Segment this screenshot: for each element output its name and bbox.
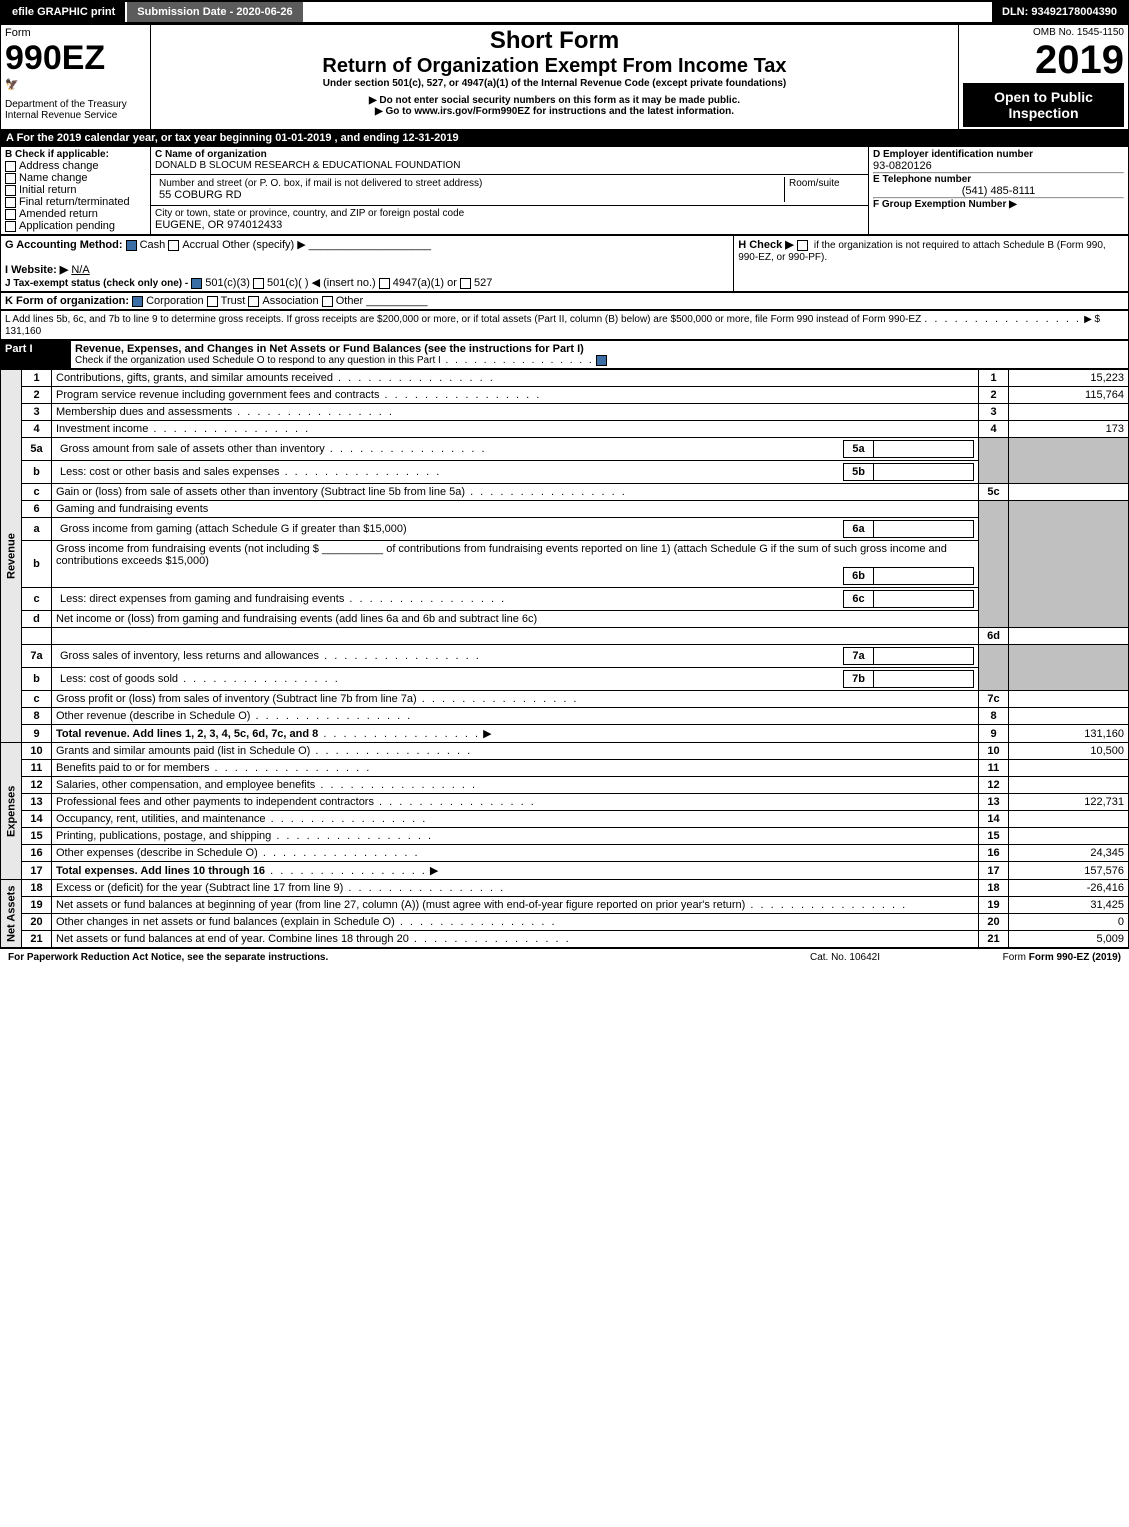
line-18-amt: -26,416: [1009, 880, 1129, 897]
ghij-block: G Accounting Method: Cash Accrual Other …: [0, 235, 1129, 292]
chk-h[interactable]: [797, 239, 811, 251]
chk-application-pending[interactable]: Application pending: [5, 220, 146, 232]
side-expenses: Expenses: [1, 743, 22, 880]
title-short-form: Short Form: [155, 27, 954, 55]
dept-treasury: Department of the Treasury: [5, 99, 146, 110]
part-i-label: Part I: [1, 341, 71, 369]
chk-accrual[interactable]: Accrual: [168, 239, 219, 251]
line-3-amt: [1009, 404, 1129, 421]
line-13-amt: 122,731: [1009, 794, 1129, 811]
submission-date: Submission Date - 2020-06-26: [127, 2, 302, 22]
g-label: G Accounting Method:: [5, 239, 123, 251]
city-state-zip: EUGENE, OR 974012433: [155, 219, 864, 231]
line-17-amt: 157,576: [1009, 862, 1129, 880]
omb-no: OMB No. 1545-1150: [963, 27, 1124, 38]
b-label: B Check if applicable:: [5, 149, 146, 160]
side-revenue: Revenue: [1, 370, 22, 743]
line-19-amt: 31,425: [1009, 897, 1129, 914]
l-row: L Add lines 5b, 6c, and 7b to line 9 to …: [1, 311, 1129, 340]
org-name: DONALD B SLOCUM RESEARCH & EDUCATIONAL F…: [155, 160, 864, 171]
ssn-warning: ▶ Do not enter social security numbers o…: [155, 95, 954, 106]
irs-label: Internal Revenue Service: [5, 110, 146, 121]
ein-value: 93-0820126: [873, 160, 1124, 172]
part-i-title: Revenue, Expenses, and Changes in Net As…: [75, 343, 1124, 355]
line-6d-amt: [1009, 628, 1129, 645]
phone-value: (541) 485-8111: [873, 185, 1124, 197]
h-label: H Check ▶: [738, 239, 794, 251]
line-1-amt: 15,223: [1009, 370, 1129, 387]
form-label: Form: [5, 27, 146, 39]
k-label: K Form of organization:: [5, 295, 129, 307]
open-to-public: Open to Public Inspection: [963, 83, 1124, 127]
side-netassets: Net Assets: [1, 880, 22, 948]
page-footer: For Paperwork Reduction Act Notice, see …: [0, 948, 1129, 966]
line-11-amt: [1009, 760, 1129, 777]
street-address: 55 COBURG RD: [159, 189, 780, 201]
line-16-amt: 24,345: [1009, 845, 1129, 862]
line-12-amt: [1009, 777, 1129, 794]
chk-name-change[interactable]: Name change: [5, 172, 146, 184]
website-value: N/A: [71, 264, 89, 276]
line-9-amt: 131,160: [1009, 725, 1129, 743]
chk-527[interactable]: 527: [460, 277, 492, 289]
form-footer: Form Form 990-EZ (2019): [945, 951, 1125, 964]
line-7c-amt: [1009, 691, 1129, 708]
j-label: J Tax-exempt status (check only one) -: [5, 278, 188, 289]
c-name-label: C Name of organization: [155, 149, 864, 160]
chk-501c3[interactable]: 501(c)(3): [191, 277, 250, 289]
dln: DLN: 93492178004390: [992, 2, 1127, 22]
chk-address-change[interactable]: Address change: [5, 160, 146, 172]
lines-table: Revenue 1Contributions, gifts, grants, a…: [0, 369, 1129, 948]
e-phone-label: E Telephone number: [873, 174, 1124, 185]
top-bar: efile GRAPHIC print Submission Date - 20…: [0, 0, 1129, 24]
part-i-checkline: Check if the organization used Schedule …: [75, 355, 1124, 366]
topbar-spacer: [303, 2, 992, 22]
chk-other-org[interactable]: Other: [322, 295, 364, 307]
addr-label: Number and street (or P. O. box, if mail…: [159, 178, 780, 189]
chk-schedule-o[interactable]: [596, 355, 607, 366]
title-return: Return of Organization Exempt From Incom…: [155, 55, 954, 78]
chk-final-return[interactable]: Final return/terminated: [5, 196, 146, 208]
chk-corporation[interactable]: Corporation: [132, 295, 203, 307]
line-20-amt: 0: [1009, 914, 1129, 931]
chk-amended-return[interactable]: Amended return: [5, 208, 146, 220]
subtitle: Under section 501(c), 527, or 4947(a)(1)…: [155, 78, 954, 89]
chk-4947[interactable]: 4947(a)(1) or: [379, 277, 457, 289]
line-14-amt: [1009, 811, 1129, 828]
row-a-taxyear: A For the 2019 calendar year, or tax yea…: [0, 130, 1129, 146]
line-4-amt: 173: [1009, 421, 1129, 438]
g-other[interactable]: Other (specify) ▶: [222, 239, 306, 251]
line-8-amt: [1009, 708, 1129, 725]
d-ein-label: D Employer identification number: [873, 149, 1124, 160]
line-10-amt: 10,500: [1009, 743, 1129, 760]
efile-print-button[interactable]: efile GRAPHIC print: [2, 2, 127, 22]
line-5c-amt: [1009, 484, 1129, 501]
k-row: K Form of organization: Corporation Trus…: [1, 293, 1129, 310]
line-21-amt: 5,009: [1009, 931, 1129, 948]
f-group-exemption: F Group Exemption Number ▶: [873, 199, 1124, 210]
h-text: if the organization is not required to a…: [738, 240, 1106, 263]
i-label: I Website: ▶: [5, 264, 68, 276]
tax-year: 2019: [963, 38, 1124, 83]
form-header: Form 990EZ 🦅 Department of the Treasury …: [0, 24, 1129, 130]
line-2-amt: 115,764: [1009, 387, 1129, 404]
chk-501c[interactable]: 501(c)( ) ◀ (insert no.): [253, 277, 376, 289]
l-text: L Add lines 5b, 6c, and 7b to line 9 to …: [5, 314, 921, 325]
chk-association[interactable]: Association: [248, 295, 318, 307]
city-label: City or town, state or province, country…: [155, 208, 864, 219]
line-15-amt: [1009, 828, 1129, 845]
irs-seal-icon: 🦅: [5, 79, 19, 91]
cat-no: Cat. No. 10642I: [745, 951, 945, 964]
chk-initial-return[interactable]: Initial return: [5, 184, 146, 196]
chk-cash[interactable]: Cash: [126, 239, 166, 251]
entity-block: B Check if applicable: Address change Na…: [0, 146, 1129, 235]
goto-link[interactable]: ▶ Go to www.irs.gov/Form990EZ for instru…: [155, 106, 954, 117]
form-number: 990EZ: [5, 39, 146, 78]
chk-trust[interactable]: Trust: [207, 295, 246, 307]
pra-notice: For Paperwork Reduction Act Notice, see …: [4, 951, 745, 964]
room-suite-label: Room/suite: [784, 177, 864, 202]
